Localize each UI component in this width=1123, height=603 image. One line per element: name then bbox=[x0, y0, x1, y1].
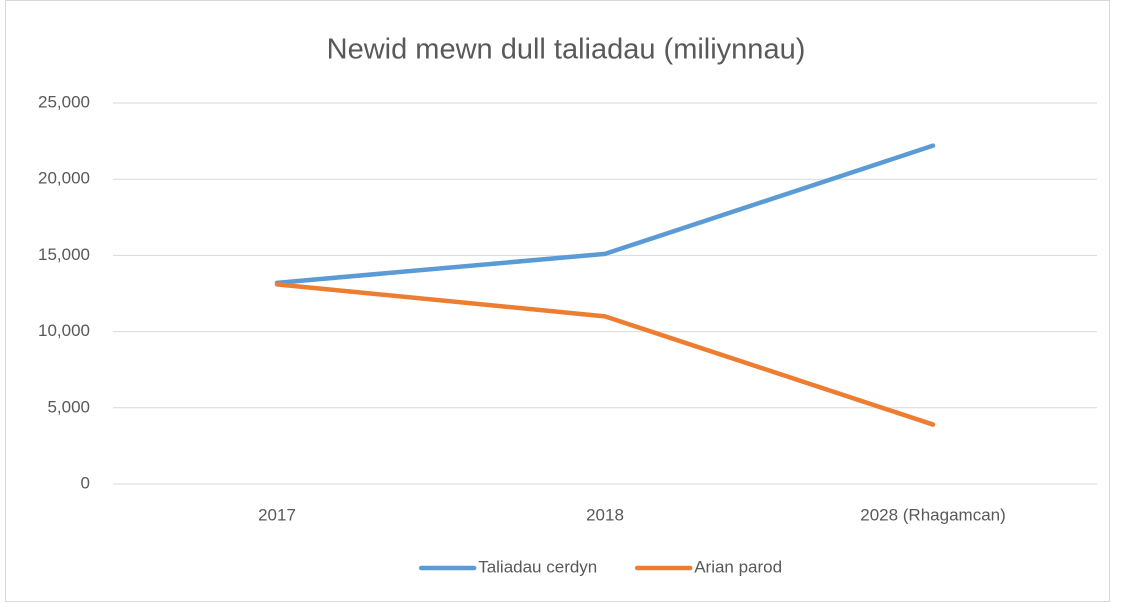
line-series bbox=[274, 282, 936, 427]
legend-label: Taliadau cerdyn bbox=[478, 557, 597, 576]
y-tick-label: 5,000 bbox=[47, 397, 90, 416]
x-tick-label: 2018 bbox=[586, 505, 624, 524]
x-tick-label: 2017 bbox=[258, 505, 296, 524]
legend-label: Arian parod bbox=[694, 557, 782, 576]
y-tick-label: 25,000 bbox=[38, 92, 90, 111]
x-tick-label: 2028 (Rhagamcan) bbox=[860, 505, 1006, 524]
y-tick-label: 15,000 bbox=[38, 245, 90, 264]
y-tick-label: 0 bbox=[81, 473, 90, 492]
chart-frame bbox=[5, 0, 1110, 602]
line-series bbox=[274, 143, 936, 286]
y-tick-label: 10,000 bbox=[38, 321, 90, 340]
chart-title: Newid mewn dull taliadau (miliynnau) bbox=[327, 34, 806, 66]
y-tick-label: 20,000 bbox=[38, 169, 90, 188]
